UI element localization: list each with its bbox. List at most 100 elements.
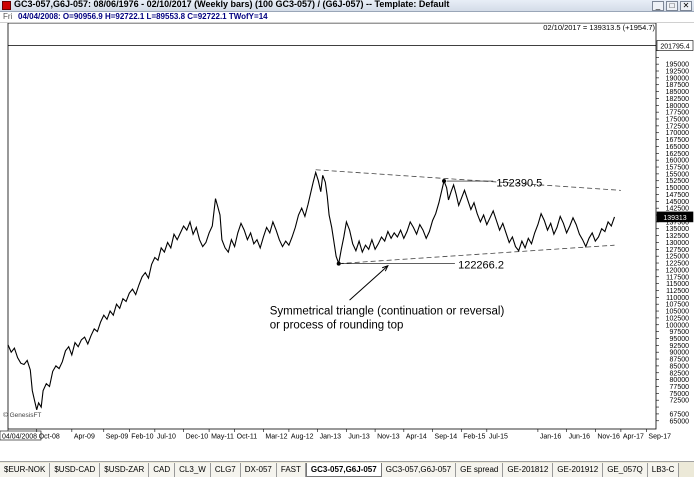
x-tick-label: Jun-13 xyxy=(348,434,370,441)
y-tick-label: 182500 xyxy=(666,96,689,103)
x-tick-label: Oct-11 xyxy=(237,434,258,441)
maximize-button[interactable]: □ xyxy=(666,1,678,11)
x-tick-label: Jan-16 xyxy=(540,434,562,441)
quote-ohlc: 04/04/2008: O=90956.9 H=92722.1 L=89553.… xyxy=(18,12,268,21)
x-tick-label: Sep-17 xyxy=(648,434,671,441)
x-tick-label: Apr-09 xyxy=(74,434,95,441)
y-tick-label: 130000 xyxy=(666,240,689,247)
sheet-tab[interactable]: $EUR-NOK xyxy=(0,463,51,477)
y-tick-label: 135000 xyxy=(666,226,689,233)
chart[interactable]: 152390.5 122266.2 Symmetrical triangle (co… xyxy=(0,23,694,461)
y-tick-label: 142500 xyxy=(666,206,689,213)
markers xyxy=(336,179,447,266)
x-tick-label: Jan-13 xyxy=(320,434,342,441)
y-tick-label: 165000 xyxy=(666,144,689,151)
y-tick-label: 132500 xyxy=(666,233,689,240)
sheet-tab[interactable]: GC3-057,G6J-057 xyxy=(381,463,457,477)
x-tick-label: May-11 xyxy=(211,434,234,441)
y-tick-label: 67500 xyxy=(670,411,690,418)
chart-grid xyxy=(7,23,657,430)
sheet-tab[interactable]: GE-201912 xyxy=(553,463,604,477)
y-tick-label: 75000 xyxy=(670,391,690,398)
y-tick-label: 177500 xyxy=(666,110,689,117)
y-tick-label: 65000 xyxy=(670,418,690,425)
x-axis: 04/04/2008 Oct-08 Apr-09 Sep-09 Feb-10 Jul-10… xyxy=(0,429,671,441)
sheet-tab[interactable]: GE-201812 xyxy=(503,463,554,477)
sheet-tab[interactable]: GC3-057,G6J-057 xyxy=(305,463,382,477)
y-tick-label: 162500 xyxy=(666,151,689,158)
trendlines xyxy=(315,169,621,264)
y-tick-label: 72500 xyxy=(670,398,690,405)
y-tick-label: 187500 xyxy=(666,82,689,89)
x-tick-label: Feb-15 xyxy=(463,434,485,441)
annotations: 152390.5 122266.2 Symmetrical triangle (co… xyxy=(270,178,543,332)
y-tick-label: 100000 xyxy=(666,322,689,329)
x-tick-label: Dec-10 xyxy=(186,434,209,441)
y-tick-label: 170000 xyxy=(666,130,689,137)
y-tick-label: 77500 xyxy=(670,384,690,391)
y-tick-label: 147500 xyxy=(666,192,689,199)
x-tick-label: Feb-10 xyxy=(131,434,153,441)
x-tick-label: Jul-15 xyxy=(489,434,508,441)
x-tick-label: Apr-14 xyxy=(406,434,427,441)
sheet-tab[interactable]: DX-057 xyxy=(240,463,277,477)
annotation-note: Symmetrical triangle (continuation or re… xyxy=(270,305,505,317)
annotation-note: or process of rounding top xyxy=(270,319,404,331)
y-tick-label: 155000 xyxy=(666,171,689,178)
y-tick-label: 112500 xyxy=(666,288,689,295)
sheet-tab[interactable]: GE spread xyxy=(456,463,504,477)
y-tick-label: 95000 xyxy=(670,336,690,343)
y-tick-label: 80000 xyxy=(670,377,690,384)
x-tick-label: Oct-08 xyxy=(39,434,60,441)
y-tick-label: 102500 xyxy=(666,315,689,322)
y-flag-box xyxy=(656,211,694,223)
y-tick-label: 175000 xyxy=(666,117,689,124)
pivot-marker xyxy=(442,179,447,184)
sheet-tab[interactable]: $USD-CAD xyxy=(50,463,101,477)
y-tick-label: 125000 xyxy=(666,254,689,261)
y-tick-label: 120000 xyxy=(666,267,689,274)
x-tick-label: Nov-13 xyxy=(377,434,400,441)
y-tick-label: 87500 xyxy=(670,357,690,364)
sheet-tab[interactable]: GE_057Q xyxy=(603,463,648,477)
x-tick-label: Sep-14 xyxy=(435,434,458,441)
pivot-marker xyxy=(336,261,341,266)
y-tick-label: 167500 xyxy=(666,137,689,144)
y-tick-label: 157500 xyxy=(666,165,689,172)
x-tick-label: Sep-09 xyxy=(106,434,129,441)
y-tick-label: 82500 xyxy=(670,370,690,377)
annotation-label: 152390.5 xyxy=(496,178,542,190)
x-start-date-box xyxy=(0,430,42,441)
y-tick-label: 185000 xyxy=(666,89,689,96)
sheet-tab[interactable]: $USD-ZAR xyxy=(100,463,150,477)
watermark: © GenesisFT xyxy=(3,411,41,419)
sheet-tab[interactable]: CAD xyxy=(149,463,176,477)
y-tick-label: 152500 xyxy=(666,178,689,185)
header-right-value: 02/10/2017 = 139313.5 (+1954.7) xyxy=(543,23,655,32)
y-tick-label: 97500 xyxy=(670,329,690,336)
y-flag-label: 201795.4 xyxy=(660,44,689,51)
quote-bar: Fri 04/04/2008: O=90956.9 H=92722.1 L=89… xyxy=(0,12,694,23)
minimize-button[interactable]: _ xyxy=(652,1,664,11)
sheet-tab[interactable]: LB3-C xyxy=(647,463,680,477)
y-tick-label: 110000 xyxy=(666,295,689,302)
y-tick-label: 117500 xyxy=(666,274,689,281)
close-button[interactable]: ✕ xyxy=(680,1,692,11)
sheet-tab[interactable]: FAST xyxy=(276,463,306,477)
y-flag-label: 139313 xyxy=(663,215,686,222)
y-tick-label: 90000 xyxy=(670,350,690,357)
x-tick-label: Apr-17 xyxy=(623,434,644,441)
sheet-tab[interactable]: CLG7 xyxy=(210,463,241,477)
sheet-tab[interactable]: CL3_W xyxy=(175,463,211,477)
y-tick-label: 115000 xyxy=(666,281,689,288)
x-tick-label: Aug-12 xyxy=(291,434,314,441)
y-tick-label: 190000 xyxy=(666,75,689,82)
y-tick-label: 105000 xyxy=(666,309,689,316)
y-tick-label: 137500 xyxy=(666,219,689,226)
y-tick-label: 127500 xyxy=(666,247,689,254)
x-tick-label: Mar-12 xyxy=(265,434,287,441)
y-tick-label: 180000 xyxy=(666,103,689,110)
x-tick-label: Jun-16 xyxy=(569,434,591,441)
window-title: GC3-057,G6J-057: 08/06/1976 - 02/10/2017… xyxy=(14,0,450,9)
